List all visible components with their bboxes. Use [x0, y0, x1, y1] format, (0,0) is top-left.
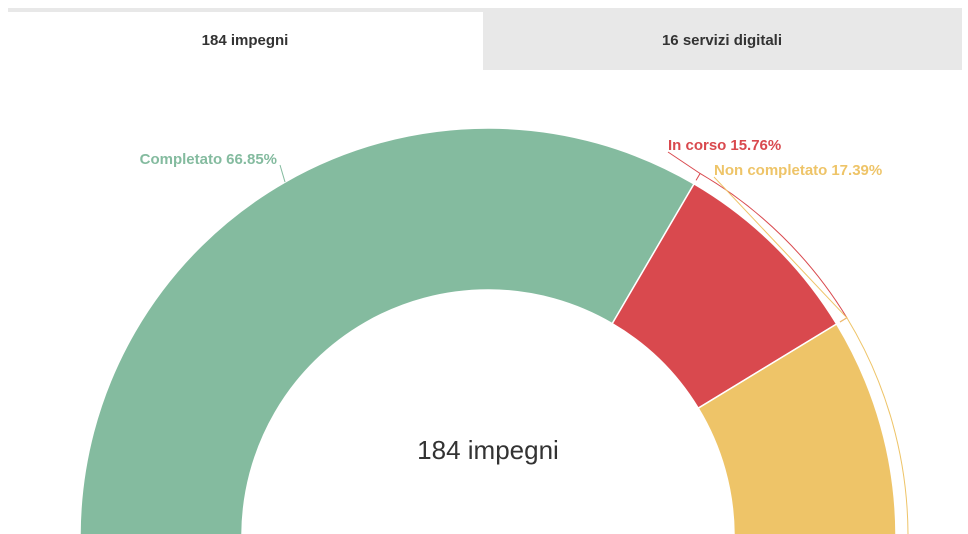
- segment: [79, 127, 696, 534]
- bracket: [695, 172, 848, 323]
- category-name: Non completato: [714, 162, 827, 179]
- leader-line: [279, 164, 286, 183]
- segment-label: Non completato 17.39%: [714, 162, 882, 179]
- donut-chart: Completato 66.85% In corso 15.76% Non comple…: [79, 127, 909, 534]
- bracket: [839, 317, 909, 534]
- category-name: Completato: [140, 151, 223, 168]
- value-label: 15.76%: [730, 137, 781, 154]
- segment-label: In corso 15.76%: [668, 137, 781, 154]
- segment-label: Completato 66.85%: [140, 151, 277, 168]
- segment: [697, 322, 897, 534]
- value-label: 17.39%: [831, 162, 882, 179]
- tab-label[interactable]: 16 servizi digitali: [662, 32, 782, 49]
- tab-label[interactable]: 184 impegni: [202, 32, 289, 49]
- leader-line: [713, 176, 848, 319]
- active-tab[interactable]: [8, 12, 483, 70]
- leader-line: [667, 151, 701, 174]
- center-label: 184 impegni: [417, 435, 559, 465]
- value-label: 66.85%: [226, 151, 277, 168]
- category-name: In corso: [668, 137, 726, 154]
